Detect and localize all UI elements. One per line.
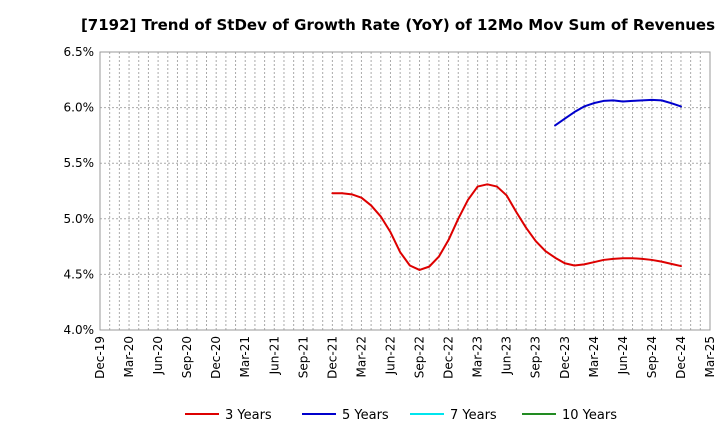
y-tick-label: 6.5% (64, 45, 95, 59)
x-tick-label: Sep-20 (180, 336, 194, 378)
legend-label-7-years: 7 Years (450, 408, 497, 423)
legend-label-10-years: 10 Years (562, 408, 617, 423)
legend: 3 Years 5 Years 7 Years 10 Years (185, 408, 617, 423)
x-tick-label: Mar-20 (122, 336, 136, 377)
series-line-5-years (554, 98, 682, 127)
series-line-3-years (331, 183, 682, 271)
x-tick-label: Jun-22 (383, 336, 397, 375)
x-tick-label: Sep-23 (529, 336, 543, 378)
x-tick-label: Mar-22 (354, 336, 368, 377)
x-tick-label: Jun-20 (151, 336, 165, 375)
x-tick-label: Sep-22 (413, 336, 427, 378)
x-tick-label: Dec-24 (674, 336, 688, 379)
x-tick-label: Mar-24 (587, 336, 601, 377)
x-tick-label: Sep-21 (296, 336, 310, 378)
y-axis: 4.0% 4.5% 5.0% 5.5% 6.0% 6.5% (64, 45, 95, 337)
legend-label-3-years: 3 Years (225, 408, 272, 423)
x-tick-label: Dec-19 (93, 336, 107, 379)
x-tick-label: Dec-21 (325, 336, 339, 379)
x-axis: Dec-19 Mar-20 Jun-20 Sep-20 Dec-20 Mar-21 Jun-… (93, 336, 717, 379)
x-tick-label: Jun-23 (500, 336, 514, 375)
y-tick-label: 4.5% (64, 267, 95, 281)
y-tick-label: 5.5% (64, 156, 95, 170)
x-tick-label: Mar-25 (703, 336, 717, 377)
x-tick-label: Jun-24 (616, 336, 630, 375)
x-tick-label: Dec-22 (442, 336, 456, 379)
plot-area-frame (99, 51, 711, 331)
x-tick-label: Dec-23 (558, 336, 572, 379)
grid-layer (100, 51, 710, 331)
legend-label-5-years: 5 Years (342, 408, 389, 423)
series-layer (331, 98, 682, 271)
y-tick-label: 4.0% (64, 323, 95, 337)
y-tick-label: 5.0% (64, 212, 95, 226)
chart-title: [7192] Trend of StDev of Growth Rate (Yo… (81, 16, 715, 34)
x-tick-label: Mar-23 (471, 336, 485, 377)
x-tick-label: Mar-21 (238, 336, 252, 377)
y-tick-label: 6.0% (64, 101, 95, 115)
x-tick-label: Sep-24 (645, 336, 659, 378)
x-tick-label: Jun-21 (267, 336, 281, 375)
x-tick-label: Dec-20 (209, 336, 223, 379)
